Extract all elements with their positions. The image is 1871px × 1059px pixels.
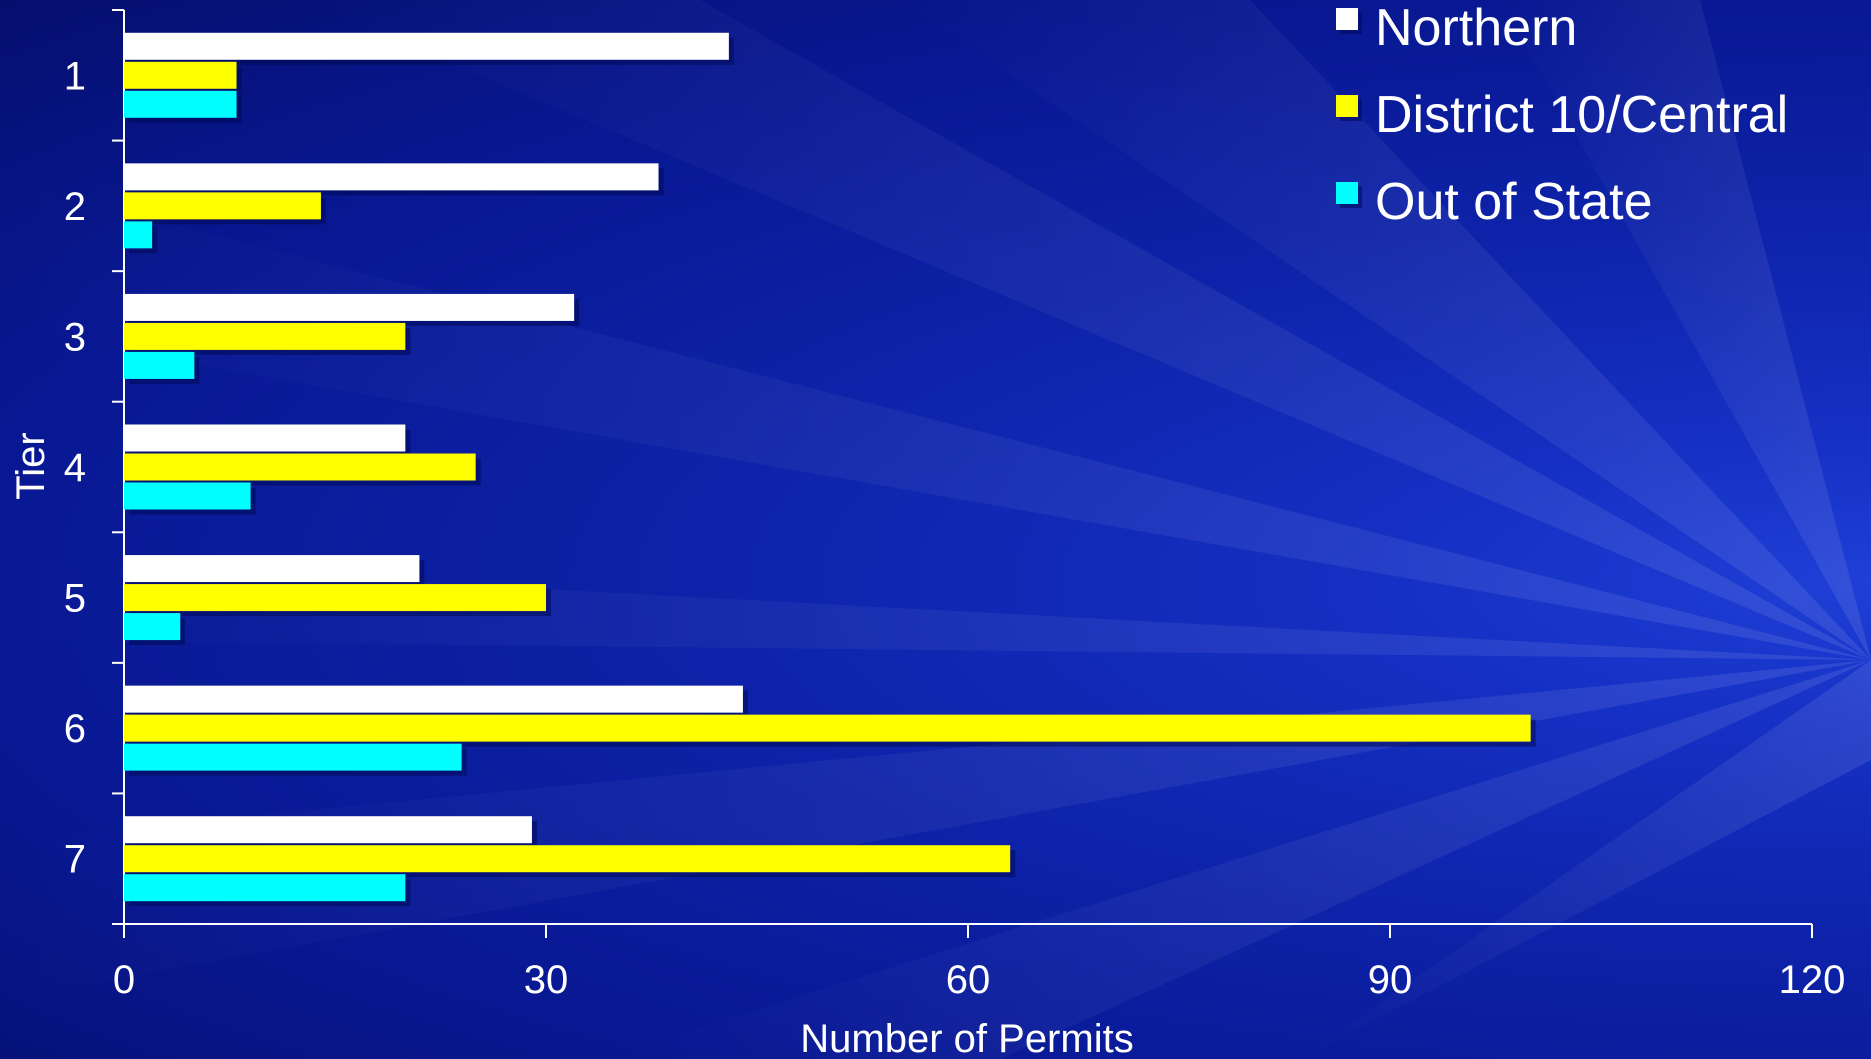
legend-swatch — [1336, 8, 1358, 30]
bar — [124, 163, 659, 191]
legend-label: Out of State — [1375, 173, 1653, 231]
x-tick-label: 90 — [1368, 958, 1413, 1002]
y-tick-labels: 1 2 3 4 5 6 7 — [64, 54, 86, 881]
bar — [124, 322, 406, 350]
bar — [124, 613, 181, 641]
chart-legend: Northern District 10/Central Out of State — [1336, 0, 1788, 231]
x-tick-label: 60 — [946, 958, 991, 1002]
x-axis-title: Number of Permits — [800, 1017, 1133, 1059]
x-tick-label: 30 — [524, 958, 569, 1002]
bar — [124, 221, 153, 249]
legend-swatch — [1336, 95, 1358, 117]
bar — [124, 453, 476, 481]
x-tick-label: 120 — [1779, 958, 1846, 1002]
y-tick-label: 6 — [64, 707, 86, 751]
bar — [124, 424, 406, 452]
bar — [124, 482, 251, 510]
y-tick-label: 7 — [64, 838, 86, 882]
bar — [124, 32, 729, 60]
x-tick-label: 0 — [113, 958, 135, 1002]
y-tick-label: 4 — [64, 446, 86, 490]
bar — [124, 816, 532, 844]
bar — [124, 685, 743, 713]
bar — [124, 743, 462, 771]
bar — [124, 293, 575, 321]
bar — [124, 584, 546, 612]
y-tick-label: 3 — [64, 315, 86, 359]
bar — [124, 351, 195, 379]
y-axis-title: Tier — [9, 432, 53, 499]
y-tick-label: 5 — [64, 577, 86, 621]
legend-label: District 10/Central — [1375, 86, 1788, 144]
x-tick-labels: 0 30 60 90 120 — [113, 958, 1846, 1002]
legend-label: Northern — [1375, 0, 1577, 57]
bar — [124, 555, 420, 583]
bar — [124, 61, 237, 89]
bar — [124, 192, 321, 220]
y-tick-label: 1 — [64, 54, 86, 98]
bar — [124, 714, 1531, 742]
bar — [124, 845, 1011, 873]
legend-swatch — [1336, 182, 1358, 204]
bar — [124, 90, 237, 118]
chart-bars — [124, 32, 1536, 907]
bar — [124, 874, 406, 902]
y-tick-label: 2 — [64, 185, 86, 229]
